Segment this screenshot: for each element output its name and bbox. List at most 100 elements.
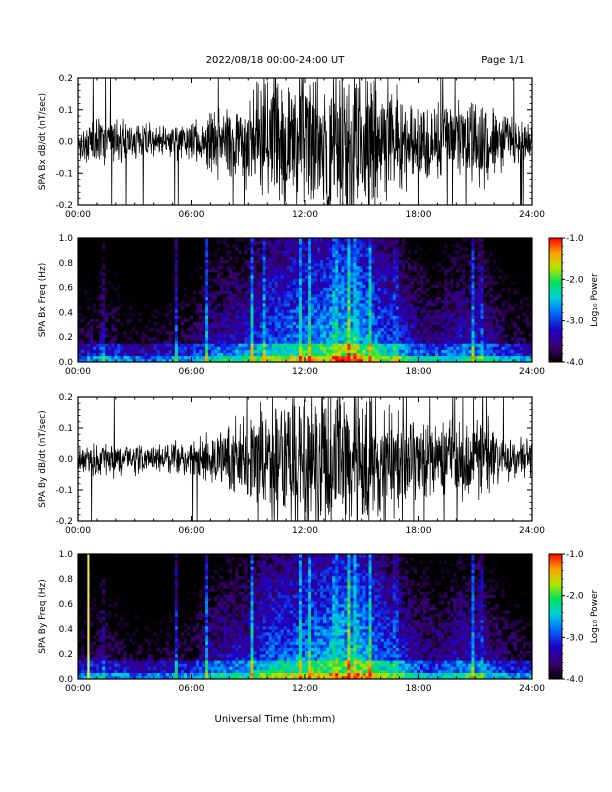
spectrogram-cell	[180, 284, 185, 288]
spectrogram-cell	[347, 238, 351, 242]
spectrogram-cell	[389, 324, 394, 329]
spectrogram-cell	[289, 238, 294, 242]
spectrogram-cell	[144, 358, 148, 363]
spectrogram-cell	[432, 306, 436, 310]
spectrogram-cell	[96, 318, 100, 322]
spectrogram-cell	[177, 296, 182, 301]
spectrogram-cell	[120, 300, 124, 304]
spectrogram-cell	[174, 284, 179, 288]
spectrogram-cell	[295, 287, 300, 291]
spectrogram-cell	[141, 287, 145, 291]
spectrogram-cell	[186, 247, 191, 251]
spectrogram-cell	[253, 318, 257, 322]
spectrogram-cell	[435, 250, 439, 254]
spectrogram-cell	[341, 241, 345, 245]
spectrogram-cell	[383, 337, 388, 341]
spectrogram-cell	[165, 256, 170, 260]
spectrogram-cell	[81, 256, 85, 260]
spectrogram-cell	[356, 318, 360, 322]
spectrogram-cell	[353, 293, 357, 298]
spectrogram-cell	[432, 262, 436, 267]
spectrogram-cell	[392, 290, 397, 295]
spectrogram-cell	[117, 278, 121, 282]
spectrogram-cell	[123, 278, 127, 282]
spectrogram-cell	[217, 306, 221, 310]
spectrogram-cell	[277, 256, 282, 260]
spectrogram-cell	[189, 334, 194, 338]
spectrogram-cell	[389, 309, 394, 313]
spectrogram-cell	[180, 337, 185, 341]
spectrogram-cell	[168, 259, 173, 264]
spectrogram-cell	[117, 318, 121, 322]
spectrogram-cell	[162, 309, 167, 313]
spectrogram-cell	[323, 315, 327, 319]
spectrogram-cell	[410, 349, 415, 353]
spectrogram-cell	[105, 247, 109, 251]
spectrogram-cell	[205, 244, 209, 248]
spectrogram-cell	[320, 281, 324, 285]
spectrogram-cell	[271, 331, 276, 335]
spectrogram-cell	[344, 334, 348, 338]
spectrogram-cell	[168, 337, 173, 341]
spectrogram-cell	[274, 312, 279, 316]
spectrogram-cell	[183, 290, 188, 295]
spectrogram-cell	[271, 278, 276, 282]
spectrogram-cell	[283, 340, 288, 344]
spectrogram-cell	[250, 241, 254, 245]
spectrogram-cell	[277, 340, 282, 344]
spectrogram-cell	[241, 321, 245, 326]
spectrogram-cell	[413, 309, 418, 313]
spectrogram-cell	[356, 241, 360, 245]
spectrogram-cell	[305, 253, 309, 257]
spectrogram-cell	[286, 355, 291, 360]
spectrogram-cell	[311, 349, 315, 353]
spectrogram-cell	[374, 318, 378, 322]
spectrogram-cell	[344, 321, 348, 326]
spectrogram-cell	[162, 272, 167, 276]
spectrogram-cell	[144, 337, 148, 341]
spectrogram-cell	[147, 269, 151, 273]
spectrogram-cell	[344, 355, 348, 360]
spectrogram-cell	[202, 300, 206, 304]
spectrogram-cell	[271, 349, 276, 353]
spectrogram-cell	[259, 250, 263, 254]
spectrogram-cell	[235, 241, 239, 245]
spectrogram-cell	[347, 247, 351, 251]
spectrogram-cell	[416, 306, 421, 310]
spectrogram-cell	[238, 300, 242, 304]
spectrogram-cell	[193, 253, 197, 257]
spectrogram-cell	[147, 272, 151, 276]
spectrogram-cell	[214, 278, 218, 282]
spectrogram-cell	[295, 244, 300, 248]
spectrogram-cell	[250, 250, 254, 254]
spectrogram-cell	[401, 346, 406, 350]
spectrogram-cell	[323, 346, 327, 350]
spectrogram-cell	[338, 346, 342, 350]
spectrogram-cell	[99, 321, 103, 326]
spectrogram-cell	[289, 306, 294, 310]
spectrogram-cell	[135, 290, 139, 295]
spectrogram-cell	[153, 318, 157, 322]
spectrogram-cell	[389, 290, 394, 295]
spectrogram-cell	[410, 343, 415, 347]
spectrogram-cell	[435, 278, 439, 282]
spectrogram-cell	[247, 272, 251, 276]
spectrogram-cell	[335, 358, 339, 363]
spectrogram-cell	[301, 324, 306, 329]
spectrogram-cell	[165, 250, 170, 254]
spectrogram-cell	[193, 269, 197, 273]
spectrogram-cell	[259, 312, 263, 316]
spectrogram-cell	[199, 284, 203, 288]
spectrogram-cell	[326, 244, 330, 248]
spectrogram-cell	[135, 275, 139, 279]
spectrogram-cell	[235, 278, 239, 282]
spectrogram-cell	[214, 318, 218, 322]
spectrogram-cell	[420, 315, 424, 319]
spectrogram-cell	[186, 346, 191, 350]
spectrogram-cell	[265, 352, 269, 357]
spectrogram-cell	[410, 312, 415, 316]
spectrogram-cell	[153, 284, 157, 288]
spectrogram-cell	[365, 306, 369, 310]
spectrogram-cell	[262, 269, 266, 273]
spectrogram-cell	[132, 318, 136, 322]
